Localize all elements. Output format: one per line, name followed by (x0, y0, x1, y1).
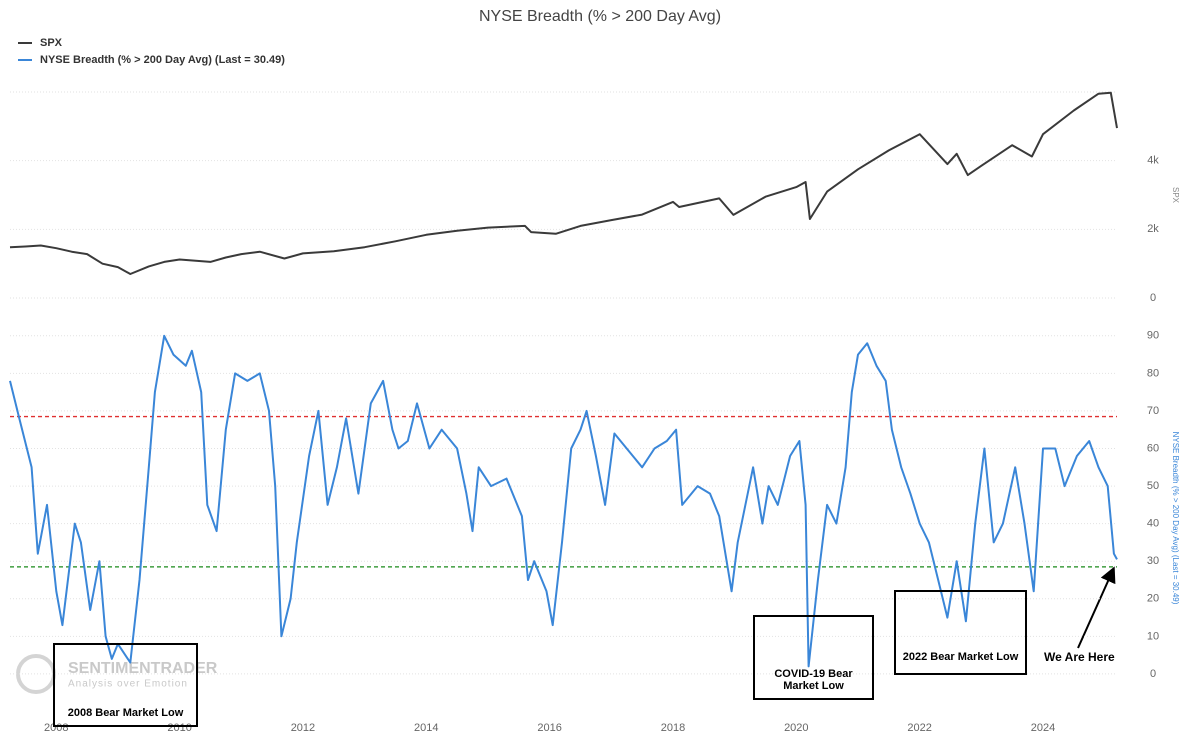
annotation-box: 2022 Bear Market Low (894, 590, 1027, 675)
line-series (9, 91, 1118, 275)
annotation-text: We Are Here (1044, 650, 1115, 664)
legend-label[interactable]: SPX (40, 37, 63, 49)
y-tick-label: 90 (1147, 330, 1159, 342)
y-tick-label: 20 (1147, 593, 1159, 605)
annotation-arrow (1077, 566, 1116, 649)
y-tick-label: 0 (1150, 292, 1156, 304)
y-tick-label: 50 (1147, 480, 1159, 492)
watermark: SENTIMENTRADER (68, 660, 218, 677)
watermark-logo (16, 654, 56, 694)
annotation-box: COVID-19 Bear Market Low (753, 615, 874, 700)
y-tick-label: 2k (1147, 223, 1159, 235)
annotation-box: 2008 Bear Market Low (53, 643, 198, 727)
x-tick-label: 2022 (907, 722, 931, 734)
x-tick-label: 2016 (537, 722, 561, 734)
x-tick-label: 2014 (414, 722, 438, 734)
legend-label[interactable]: NYSE Breadth (% > 200 Day Avg) (Last = 3… (40, 54, 285, 66)
y-tick-label: 40 (1147, 518, 1159, 530)
x-tick-label: 2018 (661, 722, 685, 734)
x-tick-label: 2024 (1031, 722, 1055, 734)
y-tick-label: 30 (1147, 555, 1159, 567)
x-tick-label: 2008 (44, 722, 68, 734)
y-tick-label: 10 (1147, 630, 1159, 642)
y-tick-label: 4k (1147, 155, 1159, 167)
line-series (9, 334, 1118, 668)
y-tick-label: 80 (1147, 367, 1159, 379)
x-tick-label: 2012 (291, 722, 315, 734)
y-tick-label: 0 (1150, 668, 1156, 680)
y-axis-label: SPX (1171, 187, 1180, 204)
x-tick-label: 2010 (167, 722, 191, 734)
y-axis-label: NYSE Breadth (% > 200 Day Avg) (Last = 3… (1171, 432, 1180, 605)
y-tick-label: 60 (1147, 442, 1159, 454)
watermark: Analysis over Emotion (68, 679, 188, 690)
x-tick-label: 2020 (784, 722, 808, 734)
y-tick-label: 70 (1147, 405, 1159, 417)
chart-title: NYSE Breadth (% > 200 Day Avg) (479, 8, 721, 25)
